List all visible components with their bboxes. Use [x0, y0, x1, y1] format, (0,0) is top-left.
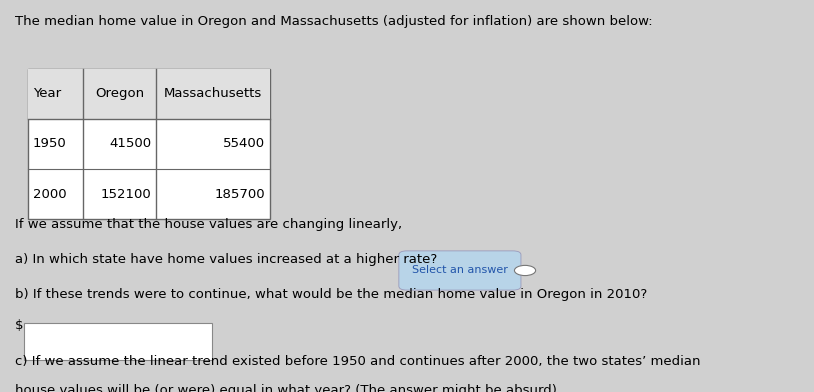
Text: Select an answer: Select an answer [412, 265, 508, 276]
Text: a) In which state have home values increased at a higher rate?: a) In which state have home values incre… [15, 253, 437, 266]
FancyBboxPatch shape [28, 69, 270, 219]
FancyBboxPatch shape [399, 251, 521, 290]
FancyBboxPatch shape [24, 323, 212, 360]
Text: The median home value in Oregon and Massachusetts (adjusted for inflation) are s: The median home value in Oregon and Mass… [15, 15, 652, 28]
Text: Massachusetts: Massachusetts [164, 87, 262, 100]
Text: 152100: 152100 [101, 187, 151, 201]
Text: 185700: 185700 [215, 187, 265, 201]
Text: b) If these trends were to continue, what would be the median home value in Oreg: b) If these trends were to continue, wha… [15, 288, 647, 301]
Text: house values will be (or were) equal in what year? (The answer might be absurd): house values will be (or were) equal in … [15, 384, 557, 392]
Text: c) If we assume the linear trend existed before 1950 and continues after 2000, t: c) If we assume the linear trend existed… [15, 355, 700, 368]
Circle shape [514, 265, 536, 276]
Bar [28, 69, 270, 119]
Text: Year: Year [33, 87, 61, 100]
Text: 55400: 55400 [223, 137, 265, 151]
Text: 2000: 2000 [33, 187, 66, 201]
Text: Oregon: Oregon [95, 87, 144, 100]
Text: 41500: 41500 [109, 137, 151, 151]
Text: 1950: 1950 [33, 137, 66, 151]
Text: If we assume that the house values are changing linearly,: If we assume that the house values are c… [15, 218, 402, 230]
Text: $: $ [15, 319, 23, 332]
